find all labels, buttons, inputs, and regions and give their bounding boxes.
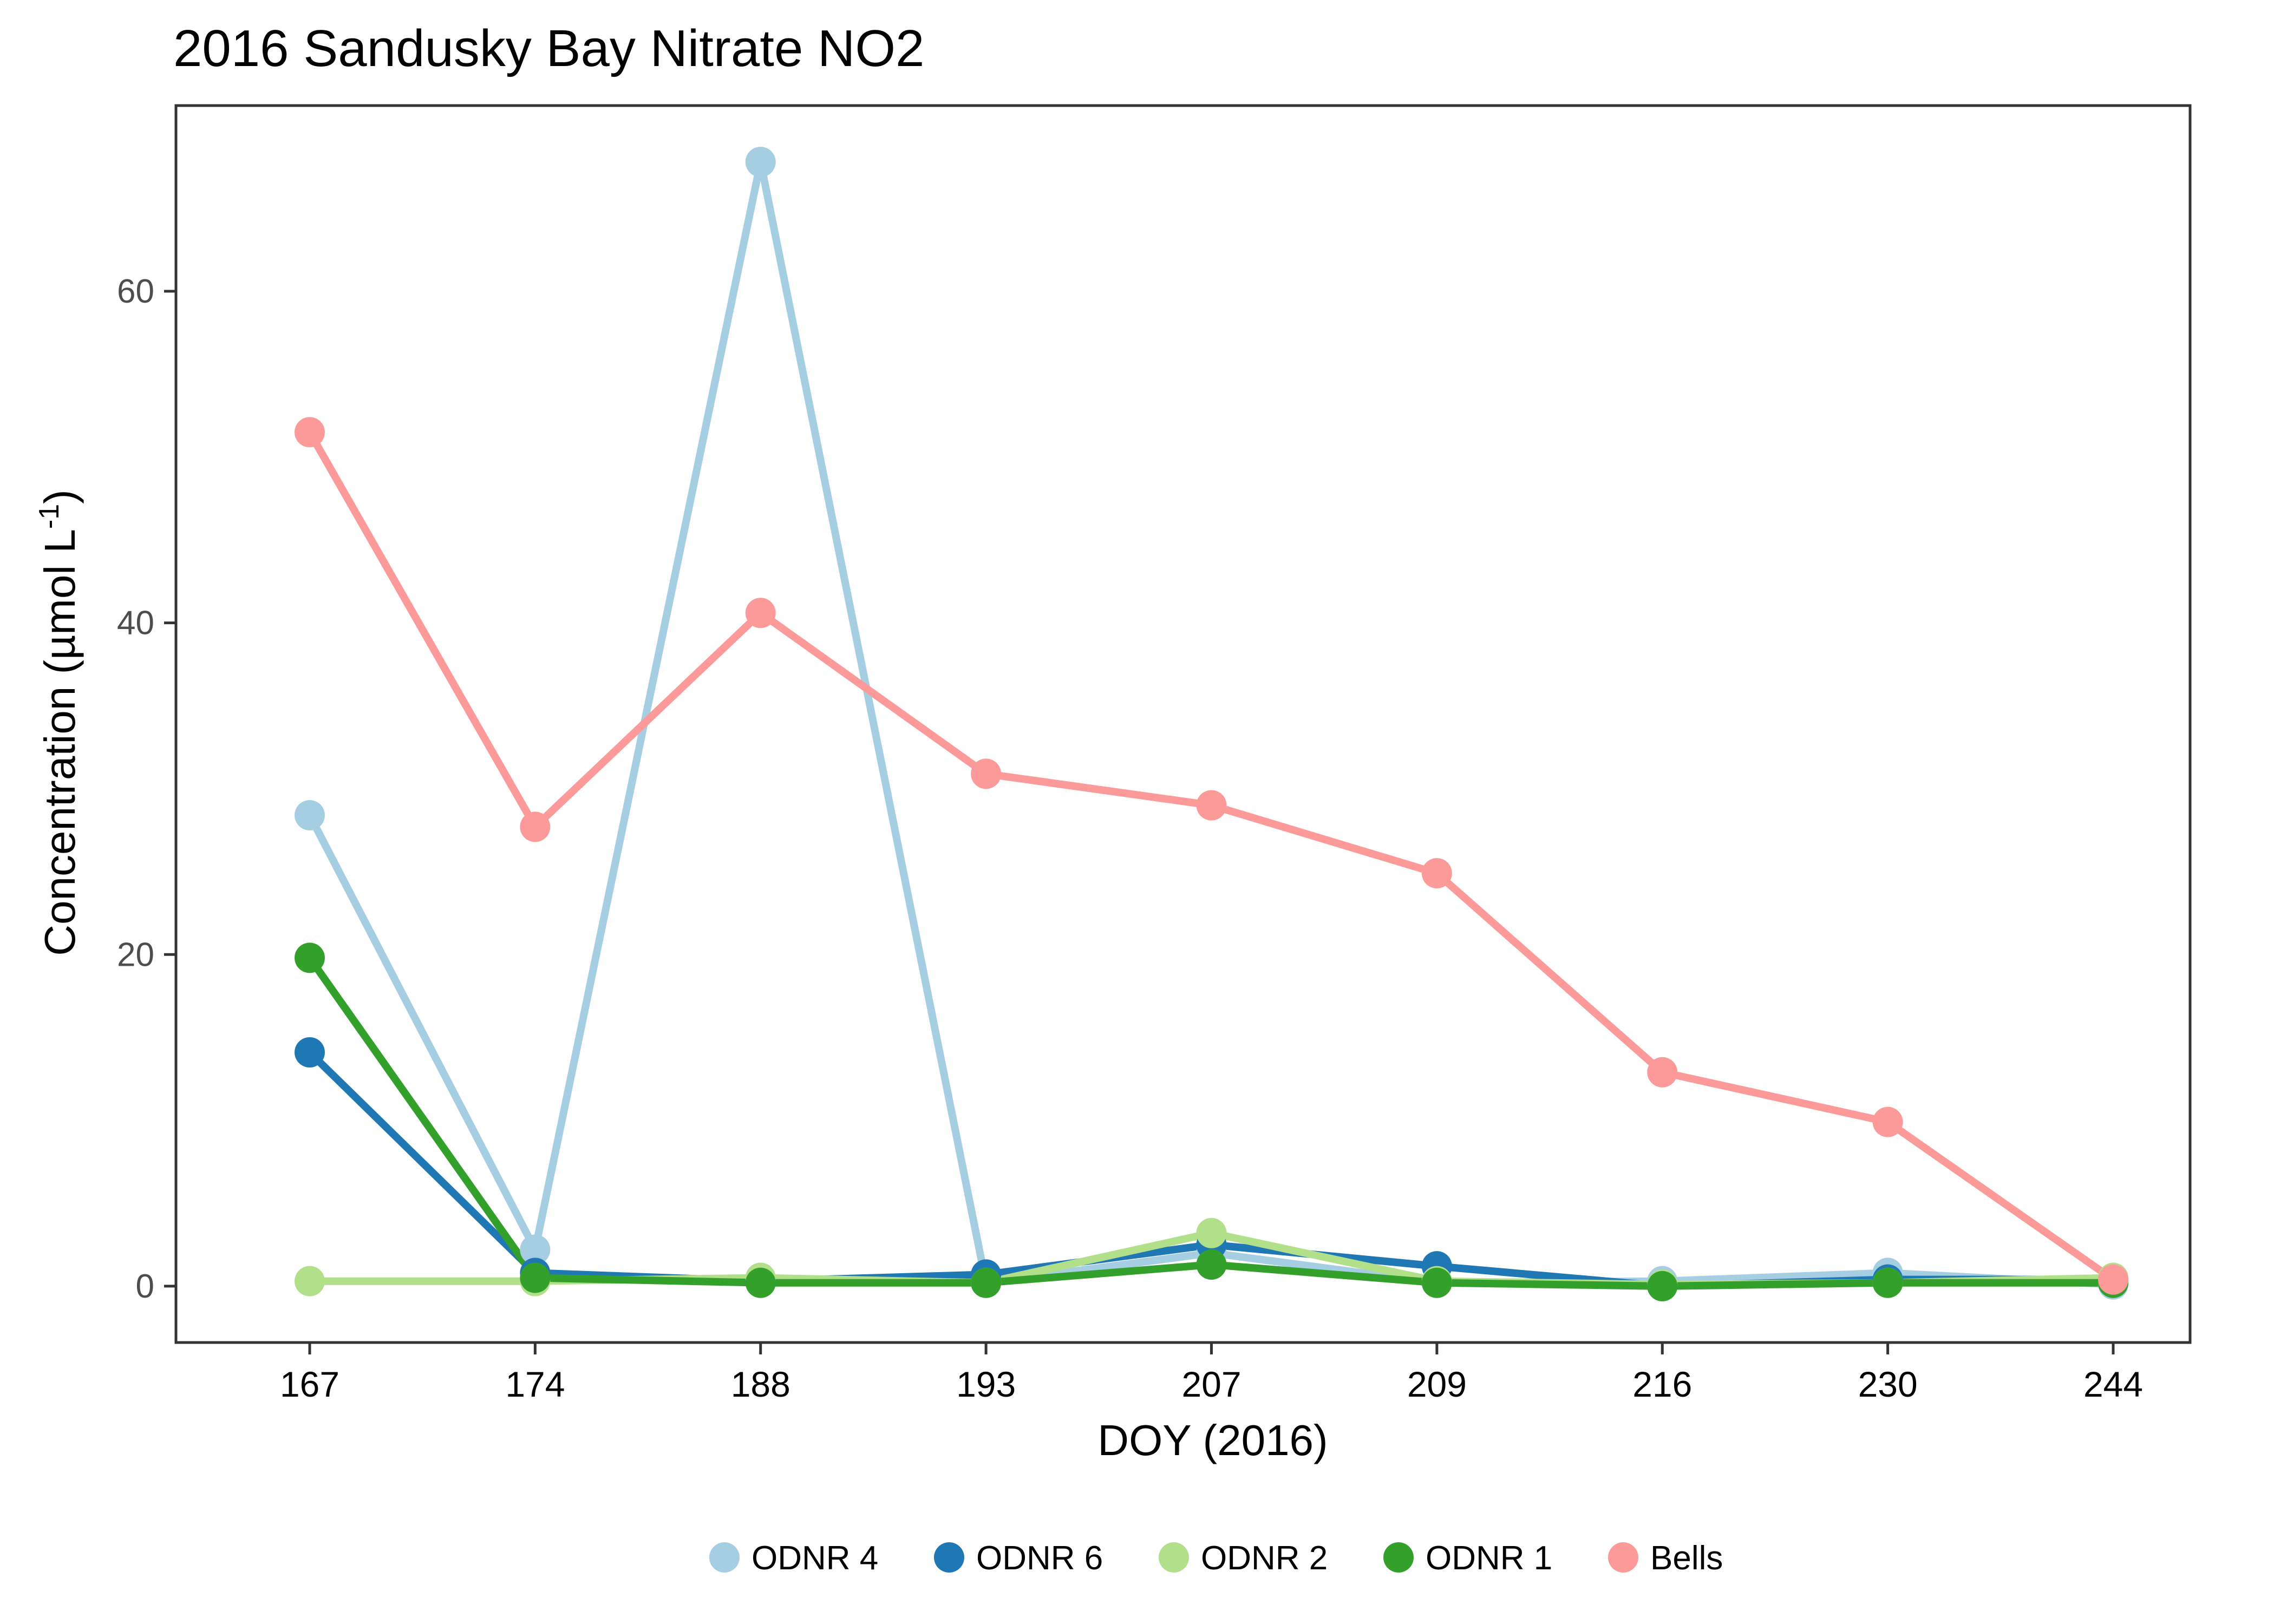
data-point: [1872, 1267, 1903, 1298]
data-point: [520, 1234, 551, 1265]
x-tick-label: 244: [2083, 1364, 2143, 1404]
y-tick-label: 0: [136, 1268, 154, 1305]
data-point: [1196, 1217, 1227, 1248]
x-tick-label: 209: [1407, 1364, 1467, 1404]
data-point: [745, 598, 776, 628]
y-axis-title-main: Concentration (µmol L: [36, 529, 84, 956]
y-tick-label: 40: [117, 605, 154, 642]
data-point: [295, 942, 325, 973]
y-axis-title-superscript: -1: [34, 504, 65, 529]
x-tick-label: 193: [956, 1364, 1016, 1404]
legend: ODNR 4 ODNR 6 ODNR 2 ODNR 1 Bells: [709, 1540, 1723, 1577]
data-point: [1196, 790, 1227, 821]
data-point: [1872, 1106, 1903, 1137]
data-point: [295, 1266, 325, 1296]
legend-key: [709, 1542, 740, 1573]
legend-label: ODNR 2: [1201, 1540, 1328, 1577]
data-point: [1421, 1267, 1452, 1298]
data-point: [745, 147, 776, 178]
y-axis: 0 20 40 60: [117, 273, 176, 1305]
data-point: [1647, 1057, 1678, 1088]
data-point: [295, 417, 325, 448]
data-point: [520, 811, 551, 842]
x-tick-label: 230: [1858, 1364, 1918, 1404]
x-tick-label: 216: [1632, 1364, 1692, 1404]
chart-title: 2016 Sandusky Bay Nitrate NO2: [173, 19, 924, 77]
legend-label: Bells: [1650, 1540, 1723, 1577]
x-tick-label: 188: [731, 1364, 790, 1404]
legend-label: ODNR 4: [752, 1540, 878, 1577]
legend-key: [1159, 1542, 1189, 1573]
legend-key: [1608, 1542, 1638, 1573]
y-axis-title-close: ): [36, 489, 84, 504]
data-point: [520, 1262, 551, 1293]
x-tick-label: 207: [1181, 1364, 1241, 1404]
data-point: [2098, 1264, 2128, 1295]
y-tick-label: 20: [117, 936, 154, 973]
legend-key: [934, 1542, 964, 1573]
x-axis: 167 174 188 193 207 209 216 230 244: [280, 1343, 2143, 1404]
plot-panel: [174, 104, 2192, 1344]
x-tick-label: 174: [505, 1364, 565, 1404]
data-point: [745, 1267, 776, 1298]
data-point: [971, 1267, 1002, 1298]
legend-key: [1383, 1542, 1414, 1573]
data-point: [1647, 1271, 1678, 1301]
x-axis-title: DOY (2016): [1097, 1416, 1328, 1464]
data-point: [971, 758, 1002, 789]
x-tick-label: 167: [280, 1364, 339, 1404]
data-point: [1421, 858, 1452, 889]
data-point: [295, 1037, 325, 1068]
y-axis-title: Concentration (µmol L-1): [34, 489, 84, 956]
series-points: [295, 147, 2128, 1301]
legend-label: ODNR 6: [976, 1540, 1103, 1577]
data-point: [1196, 1249, 1227, 1280]
data-point: [295, 800, 325, 830]
legend-label: ODNR 1: [1426, 1540, 1552, 1577]
y-tick-label: 60: [117, 273, 154, 310]
